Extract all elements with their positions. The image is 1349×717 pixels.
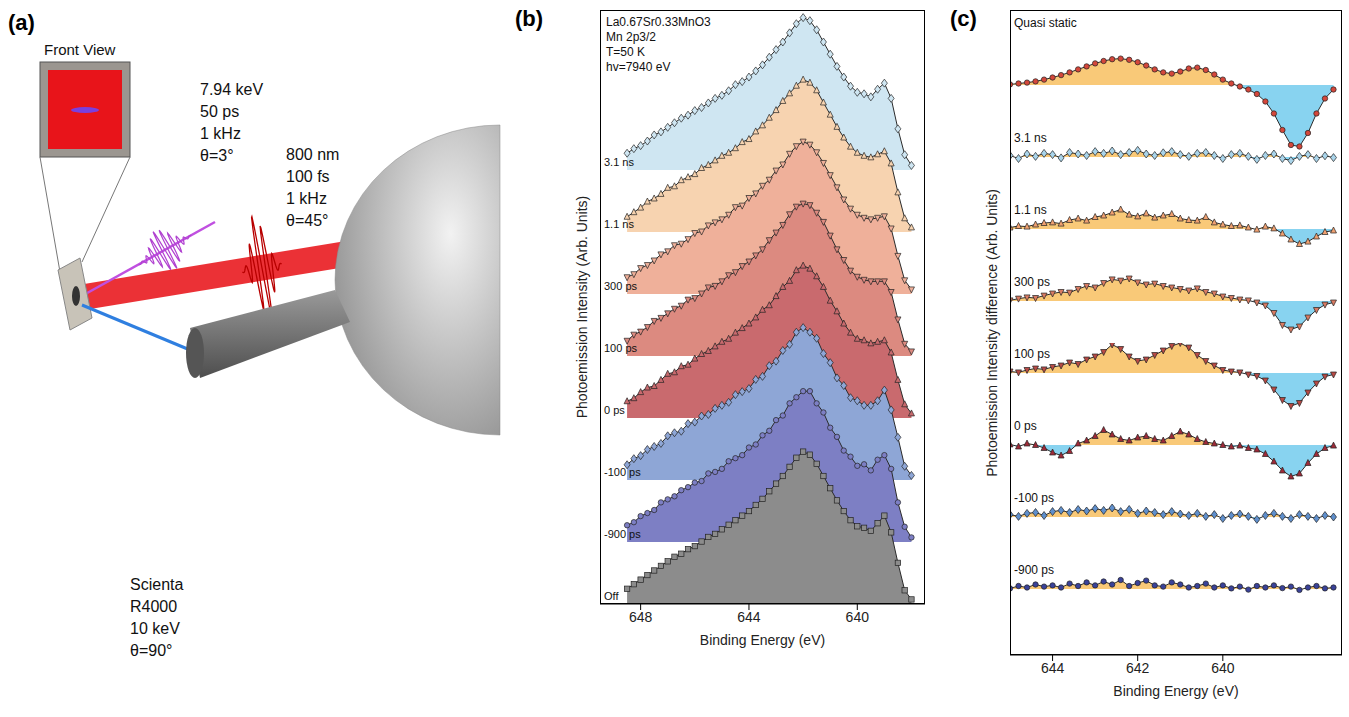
html-text:0 ps: 0 ps (1014, 419, 1037, 433)
html-text:(b): (b) (515, 6, 544, 31)
svg-text:644: 644 (1041, 660, 1065, 676)
html-text:Photoemission Intensity differ: Photoemission Intensity difference (Arb.… (984, 188, 1000, 477)
html-text:-900 ps: -900 ps (1014, 563, 1054, 577)
html-text:100 ps: 100 ps (1014, 347, 1050, 361)
html-text:300 ps: 300 ps (1014, 275, 1050, 289)
svg-text:θ=3°: θ=3° (200, 147, 234, 164)
html-text:1.1 ns: 1.1 ns (1014, 203, 1047, 217)
html-text:0 ps: 0 ps (604, 404, 625, 416)
html-text:Mn 2p3/2: Mn 2p3/2 (606, 30, 656, 44)
html-text:(c): (c) (950, 6, 977, 31)
html-text:Photoemission Intensity (Arb.: Photoemission Intensity (Arb. Units) (574, 195, 590, 419)
html-text:hv=7940 eV: hv=7940 eV (606, 60, 671, 74)
html-text:La0.67Sr0.33MnO3: La0.67Sr0.33MnO3 (606, 15, 711, 29)
svg-text:θ=90°: θ=90° (130, 642, 172, 659)
svg-text:R4000: R4000 (130, 598, 177, 615)
svg-text:100 fs: 100 fs (286, 168, 330, 185)
html-text:3.1 ns: 3.1 ns (604, 156, 634, 168)
svg-text:642: 642 (1126, 660, 1150, 676)
svg-text:50 ps: 50 ps (200, 103, 239, 120)
html-text:T=50 K: T=50 K (606, 45, 645, 59)
svg-text:θ=45°: θ=45° (286, 212, 328, 229)
svg-text:1 kHz: 1 kHz (200, 125, 241, 142)
html-text:100 ps: 100 ps (604, 342, 637, 354)
svg-text:10 keV: 10 keV (130, 620, 180, 637)
html-text:-900 ps: -900 ps (604, 528, 641, 540)
svg-text:640: 640 (846, 609, 870, 625)
html-text:-100 ps: -100 ps (604, 466, 641, 478)
svg-text:(a): (a) (8, 10, 35, 35)
html-text:Off: Off (604, 590, 619, 602)
svg-text:Front View: Front View (44, 41, 116, 58)
html-text:-100 ps: -100 ps (1014, 491, 1054, 505)
html-text:300 ps: 300 ps (604, 280, 637, 292)
svg-text:648: 648 (629, 609, 653, 625)
html-text:3.1 ns: 3.1 ns (1014, 131, 1047, 145)
html-text:Binding Energy (eV): Binding Energy (eV) (1113, 683, 1239, 699)
html-text:1.1 ns: 1.1 ns (604, 218, 634, 230)
svg-text:640: 640 (1211, 660, 1235, 676)
svg-text:644: 644 (737, 609, 761, 625)
svg-text:7.94 keV: 7.94 keV (200, 81, 263, 98)
html-text:Binding Energy (eV): Binding Energy (eV) (699, 632, 826, 648)
svg-text:Scienta: Scienta (130, 576, 183, 593)
html-text:Quasi static: Quasi static (1014, 16, 1077, 30)
svg-text:800 nm: 800 nm (286, 146, 339, 163)
svg-text:1 kHz: 1 kHz (286, 190, 327, 207)
